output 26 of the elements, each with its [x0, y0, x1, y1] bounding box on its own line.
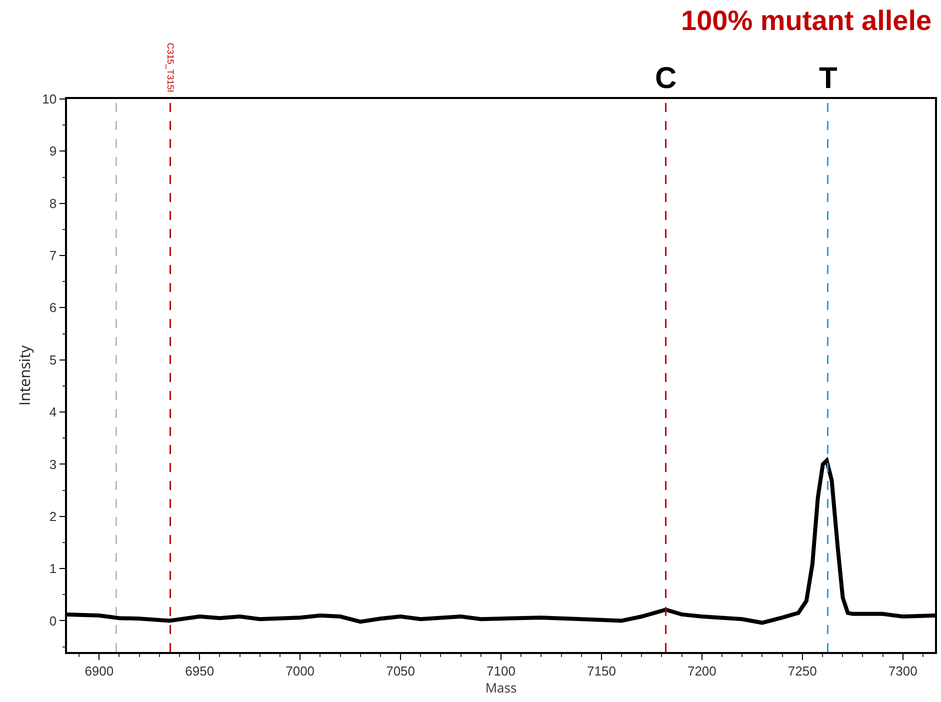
y-tick-label: 8 [49, 196, 57, 211]
x-tick-label: 7200 [687, 663, 716, 678]
x-tick-label: 6950 [185, 663, 214, 678]
y-tick-label: 4 [49, 404, 57, 420]
y-tick-label: 1 [49, 561, 57, 576]
x-tick-label: 6900 [84, 663, 114, 678]
chart-title: 100% mutant allele [681, 5, 932, 36]
ref-line-label: T [819, 62, 838, 95]
y-tick-label: 3 [49, 456, 57, 472]
x-tick-label: 7300 [888, 663, 918, 678]
y-tick-label: 9 [49, 144, 57, 159]
y-tick-label: 2 [49, 508, 57, 524]
y-tick-label: 6 [49, 300, 57, 316]
x-tick-label: 7100 [486, 663, 516, 678]
x-tick-label: 7000 [286, 663, 315, 678]
y-tick-label: 0 [49, 613, 57, 628]
y-tick-label: 5 [49, 352, 57, 368]
y-axis-title: Intensity [14, 344, 35, 406]
x-tick-label: 7150 [587, 663, 616, 678]
x-tick-label: 7050 [386, 663, 415, 678]
x-tick-label: 7250 [788, 663, 817, 678]
y-tick-label: 7 [49, 248, 57, 264]
ref-line-label: C315_T315I [165, 42, 176, 92]
ref-line-label: C [655, 62, 677, 95]
x-axis-title: Mass [485, 678, 517, 696]
y-tick-label: 10 [42, 92, 57, 107]
